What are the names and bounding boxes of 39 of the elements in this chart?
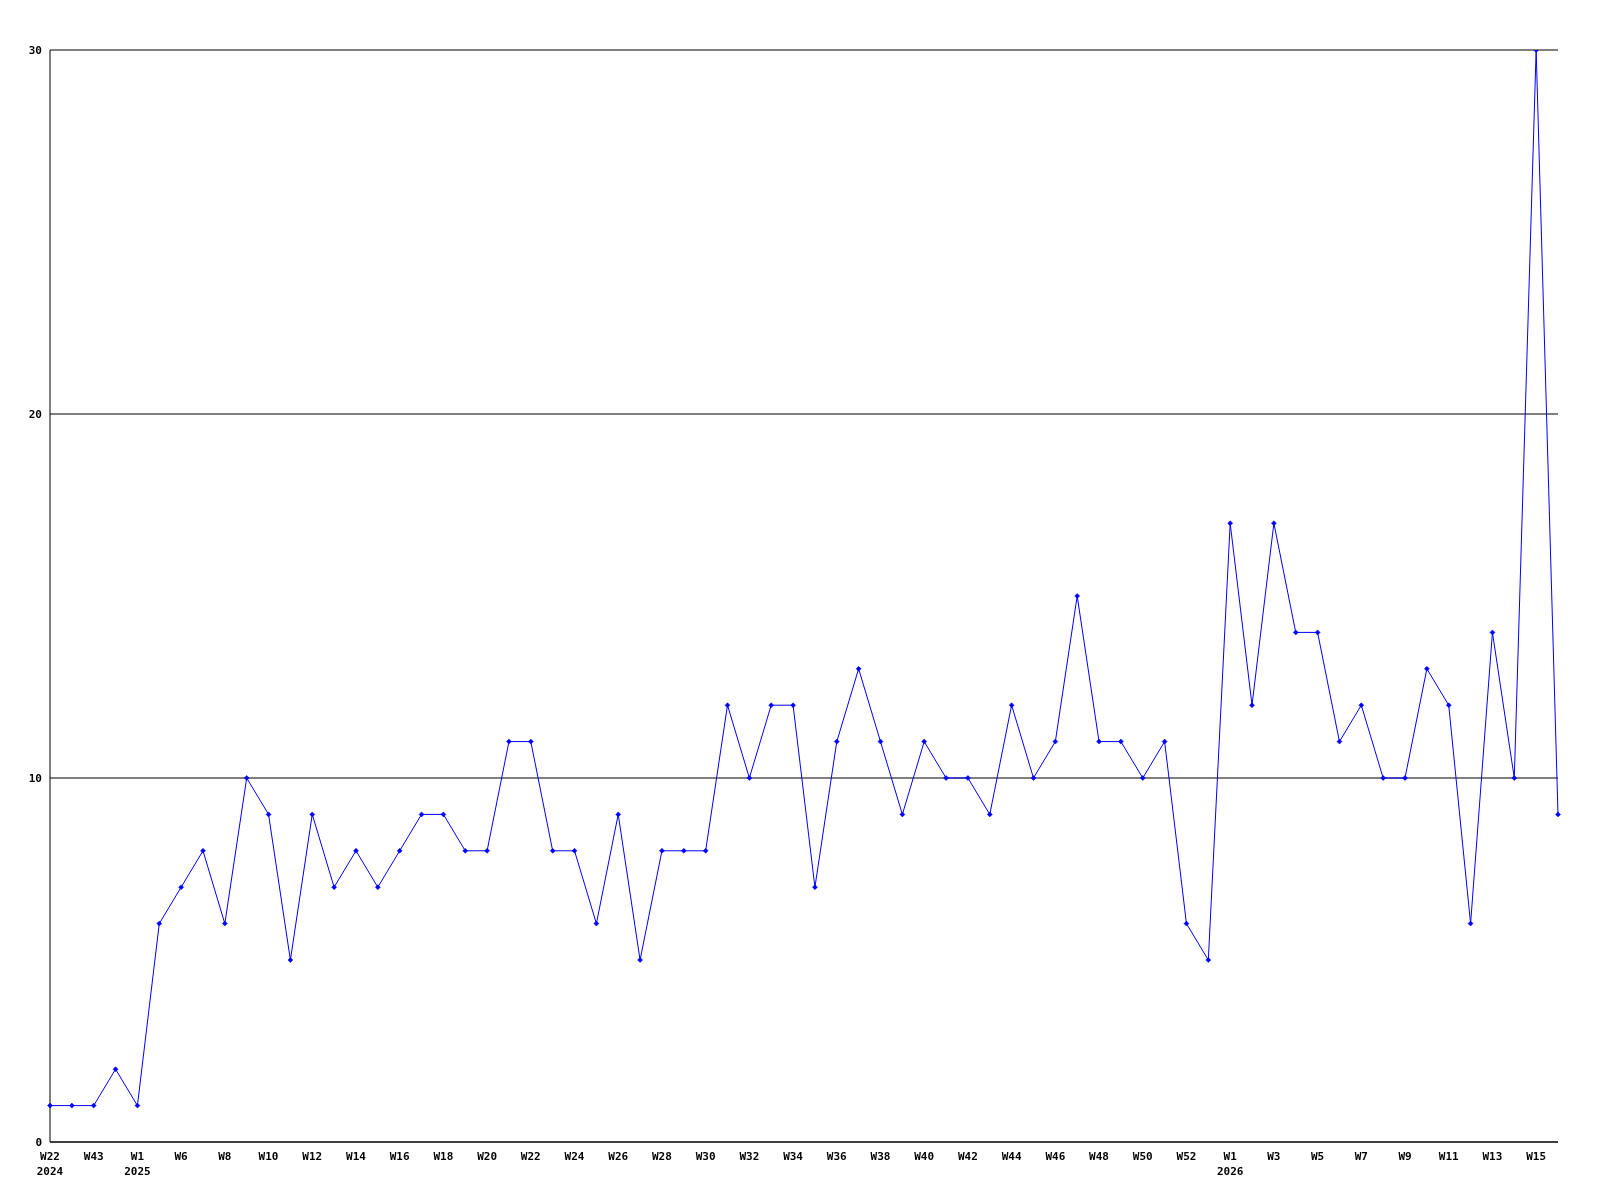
x-tick-label: W22 2024 — [36, 1150, 64, 1178]
x-tick-label: W3 — [1267, 1150, 1281, 1163]
x-tick-label: W36 — [826, 1150, 848, 1163]
x-tick-label: W46 — [1045, 1150, 1066, 1163]
y-tick-label: 10 — [28, 771, 42, 785]
x-tick-label: W6 — [174, 1150, 189, 1163]
x-tick-label: W18 — [433, 1150, 454, 1163]
x-tick-label: W20 — [477, 1150, 498, 1163]
x-tick-label: W44 — [1001, 1150, 1022, 1163]
y-tick-label: 30 — [28, 43, 42, 57]
x-tick-label: W26 — [608, 1150, 629, 1163]
x-tick-label: W50 — [1132, 1150, 1153, 1163]
x-tick-label: W52 — [1176, 1150, 1197, 1163]
x-tick-label: W12 — [302, 1150, 323, 1163]
x-tick-label: W34 — [783, 1150, 804, 1163]
x-tick-label: W10 — [258, 1150, 279, 1163]
x-tick-label: W14 — [346, 1150, 367, 1163]
x-tick-label: W15 — [1526, 1150, 1547, 1163]
x-tick-label: W7 — [1354, 1150, 1368, 1163]
x-tick-label: W22 — [520, 1150, 541, 1163]
x-tick-label: W32 — [739, 1150, 760, 1163]
x-tick-label: W24 — [564, 1150, 585, 1163]
x-tick-label: W1 2026 — [1216, 1150, 1244, 1178]
y-tick-label: 0 — [35, 1135, 42, 1149]
x-tick-label: W16 — [389, 1150, 410, 1163]
x-tick-label: W8 — [218, 1150, 232, 1163]
x-tick-label: W1 2025 — [124, 1150, 151, 1178]
x-tick-label: W40 — [914, 1150, 935, 1163]
x-tick-label: W48 — [1089, 1150, 1109, 1163]
x-tick-label: W13 — [1482, 1150, 1503, 1163]
x-tick-label: W9 — [1398, 1150, 1412, 1163]
x-tick-label: W30 — [695, 1150, 716, 1163]
x-tick-label: W43 — [83, 1150, 104, 1163]
x-tick-label: W42 — [957, 1150, 978, 1163]
x-tick-label: W5 — [1310, 1150, 1325, 1163]
x-tick-label: W28 — [652, 1150, 672, 1163]
x-tick-label: W38 — [870, 1150, 891, 1163]
x-tick-label: W11 — [1438, 1150, 1460, 1163]
y-tick-label: 20 — [28, 407, 42, 421]
